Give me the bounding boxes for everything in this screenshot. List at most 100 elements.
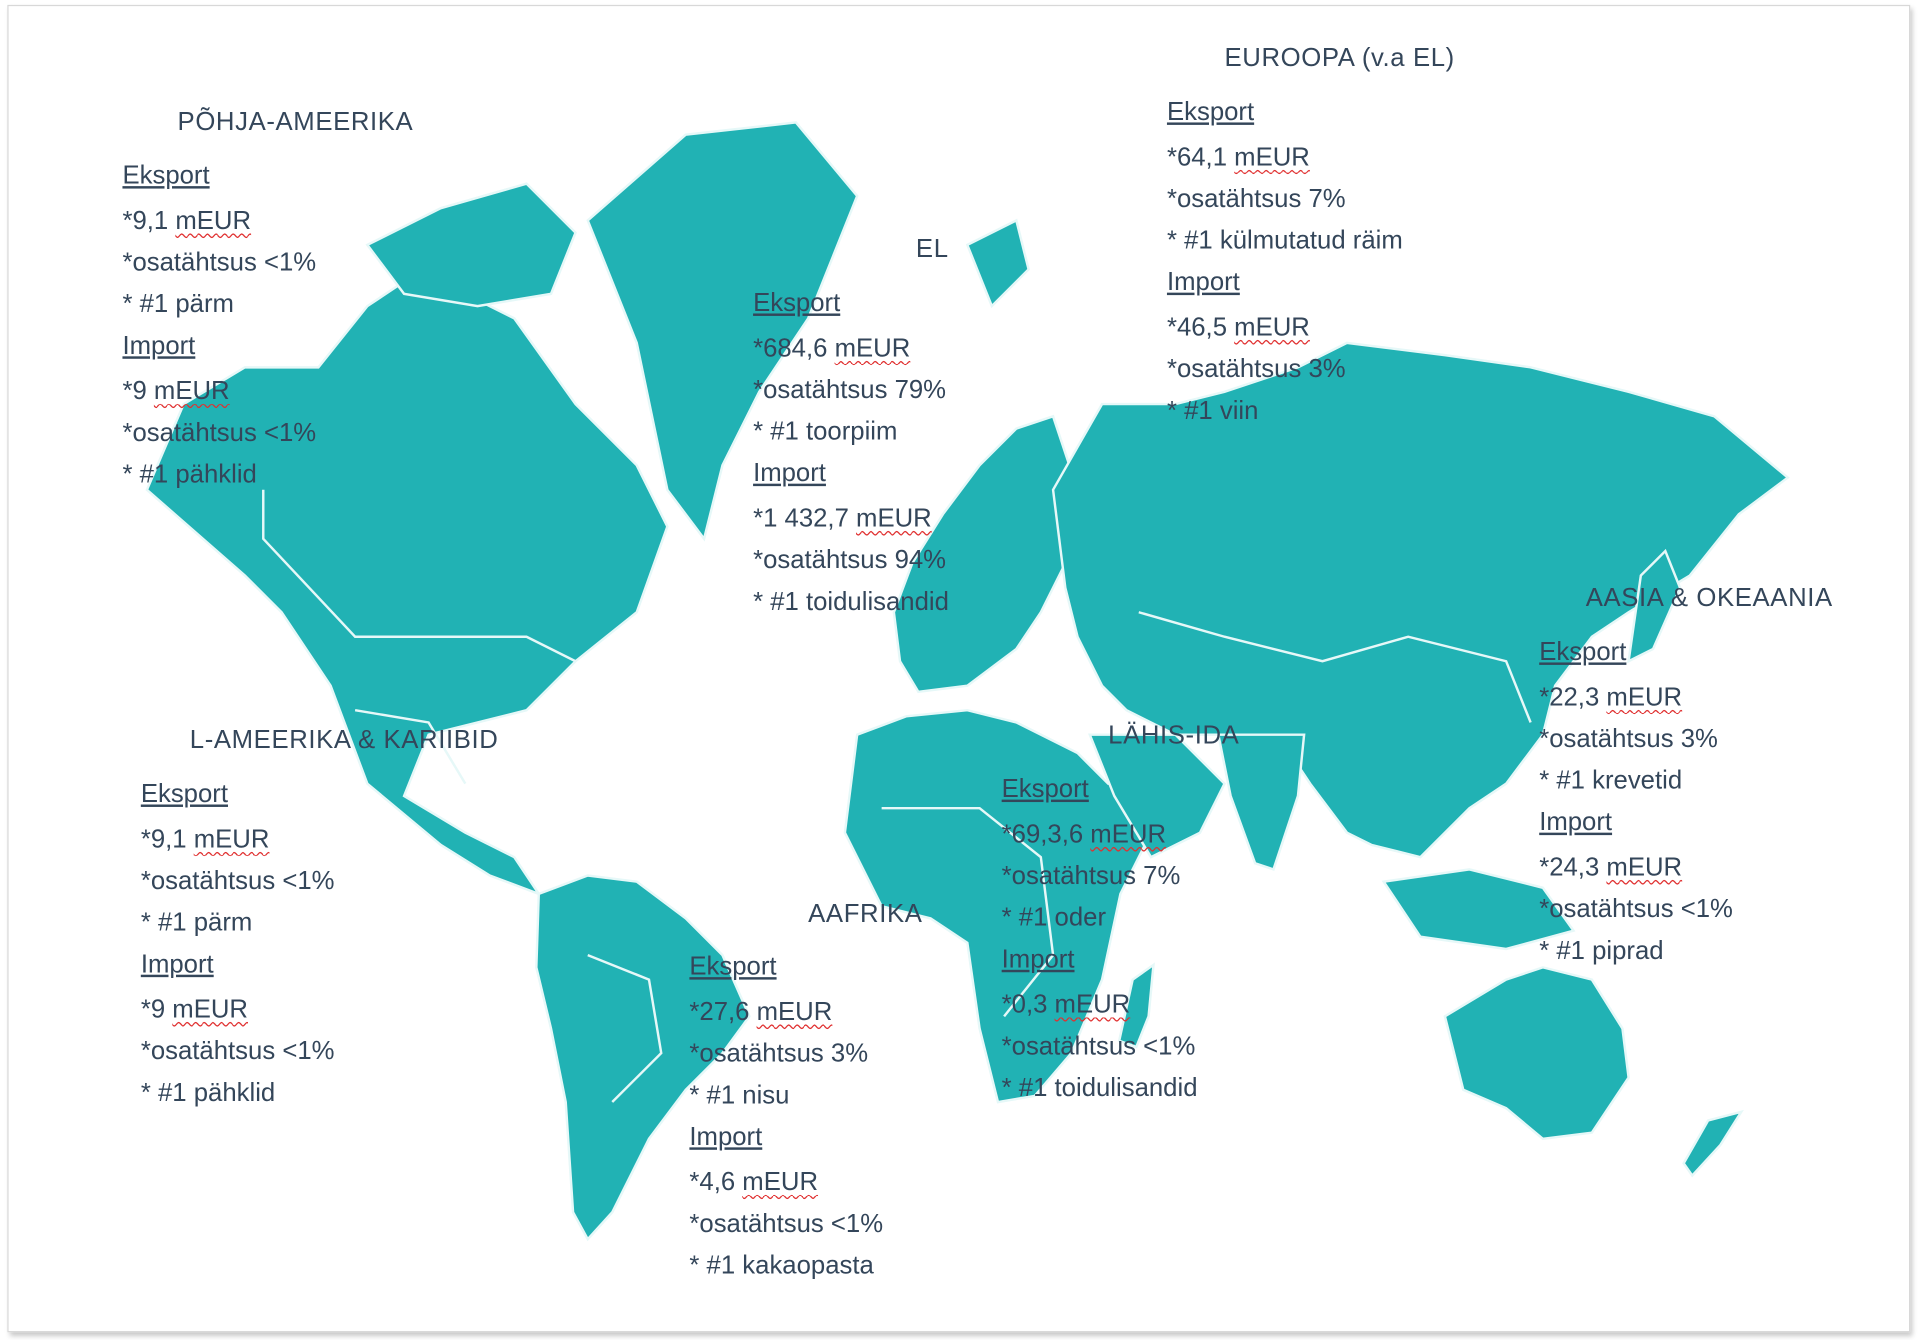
import-value: *24,3 mEUR [1539,853,1683,882]
spellcheck-underline: mEUR [756,997,833,1027]
export-top-product: * #1 külmutatud räim [1166,226,1403,255]
export-value: *684,6 mEUR [753,334,911,363]
import-share: *osatähtsus <1% [689,1209,884,1238]
export-value: *9,1 mEUR [122,206,252,236]
import-top-product: * #1 viin [1166,396,1259,425]
import-label: Import [140,950,214,979]
import-value: *9 mEUR [140,995,248,1024]
import-label: Import [1539,808,1613,837]
region-trade-stats-middle-east: Eksport *69,3,6 mEUR *osatähtsus 7% * #1 od… [1002,768,1198,1108]
export-share: *osatähtsus 3% [1539,724,1718,754]
spellcheck-underline: mEUR [1054,990,1131,1019]
spellcheck-underline: mEUR [834,334,911,363]
arctic-islands [365,182,577,308]
export-value: *27,6 mEUR [689,997,833,1027]
region-title: PÕHJA-AMEERIKA [177,107,414,136]
import-top-product: * #1 pähklid [122,460,257,489]
japan [1627,548,1682,664]
export-share: *osatähtsus 7% [1166,184,1346,214]
region-trade-stats-asia-oceania: Eksport *22,3 mEUR *osatähtsus 3% * #1 krev… [1539,631,1733,971]
import-label: Import [689,1122,763,1152]
import-label: Import [1166,268,1240,297]
svalbard [965,218,1030,309]
spellcheck-underline: mEUR [172,995,248,1024]
new-zealand [1682,1109,1744,1178]
country-borders [587,953,663,1103]
export-label: Eksport [753,288,841,318]
import-label: Import [753,459,826,488]
export-value: *64,1 mEUR [1166,143,1310,172]
import-label: Import [1001,945,1075,974]
import-share: *osatähtsus <1% [140,1037,335,1066]
southeast-asia-islands [1381,868,1576,951]
spellcheck-underline: mEUR [856,504,932,533]
region-title: EUROOPA (v.a EL) [1224,44,1455,73]
import-top-product: * #1 toidulisandid [1001,1073,1198,1103]
export-label: Eksport [1166,97,1255,127]
madagascar [1117,962,1155,1049]
region-trade-stats-eu: Eksport *684,6 mEUR *osatähtsus 79% * #1 to… [753,282,949,622]
export-share: *osatähtsus <1% [140,866,335,896]
export-value: *69,3,6 mEUR [1001,820,1167,849]
region-title: AASIA & OKEAANIA [1585,584,1833,613]
region-title: AAFRIKA [808,900,923,929]
import-top-product: * #1 pähklid [140,1078,276,1107]
spellcheck-underline: mEUR [1606,853,1683,882]
import-top-product: * #1 kakaopasta [689,1251,874,1280]
import-top-product: * #1 toidulisandid [753,587,949,616]
import-value: *1 432,7 mEUR [753,504,932,533]
import-label: Import [122,331,196,361]
import-share: *osatähtsus <1% [1539,895,1733,924]
export-top-product: * #1 nisu [689,1081,790,1110]
country-borders [262,489,577,663]
export-top-product: * #1 pärm [122,290,234,319]
export-label: Eksport [1001,775,1089,804]
region-title: LÄHIS-IDA [1108,721,1240,750]
import-share: *osatähtsus <1% [1001,1032,1196,1061]
import-value: *4,6 mEUR [689,1168,819,1197]
country-borders [1138,611,1532,723]
export-share: *osatähtsus <1% [122,248,317,277]
import-share: *osatähtsus <1% [122,418,317,447]
export-label: Eksport [140,780,229,809]
region-trade-stats-europe-non-eu: Eksport *64,1 mEUR *osatähtsus 7% * #1 külm… [1167,91,1403,431]
greenland [586,121,859,542]
export-label: Eksport [122,161,210,190]
spellcheck-underline: mEUR [193,825,270,854]
region-trade-stats-latin-america: Eksport *9,1 mEUR *osatähtsus <1% * #1 pärm… [141,773,335,1113]
import-value: *0,3 mEUR [1001,990,1131,1019]
import-value: *46,5 mEUR [1166,313,1310,342]
spellcheck-underline: mEUR [153,377,230,406]
spellcheck-underline: mEUR [1606,683,1683,712]
import-share: *osatähtsus 94% [753,546,947,575]
export-top-product: * #1 pärm [140,908,253,937]
spellcheck-underline: mEUR [1090,820,1167,849]
export-label: Eksport [1539,637,1627,667]
spellcheck-underline: mEUR [742,1168,819,1197]
export-top-product: * #1 toorpiim [753,417,898,446]
spellcheck-underline: mEUR [175,206,252,236]
region-trade-stats-north-america: Eksport *9,1 mEUR *osatähtsus <1% * #1 pärm… [122,154,316,494]
import-value: *9 mEUR [122,377,230,406]
spellcheck-underline: mEUR [1234,313,1310,342]
import-top-product: * #1 piprad [1539,936,1664,965]
export-value: *22,3 mEUR [1539,683,1683,712]
region-title: EL [915,235,949,264]
export-share: *osatähtsus 3% [689,1039,869,1068]
australia [1443,966,1630,1141]
south-america [535,874,751,1242]
export-top-product: * #1 oder [1001,903,1107,932]
export-value: *9,1 mEUR [140,825,270,854]
export-label: Eksport [689,952,777,981]
import-share: *osatähtsus 3% [1166,355,1346,384]
india [1216,733,1306,871]
country-borders [354,709,467,785]
spellcheck-underline: mEUR [1234,143,1310,172]
export-share: *osatähtsus 7% [1001,862,1181,891]
country-borders [881,806,1055,1018]
export-share: *osatähtsus 79% [753,375,947,405]
export-top-product: * #1 krevetid [1539,766,1683,795]
region-title: L-AMEERIKA & KARIIBID [189,726,499,755]
